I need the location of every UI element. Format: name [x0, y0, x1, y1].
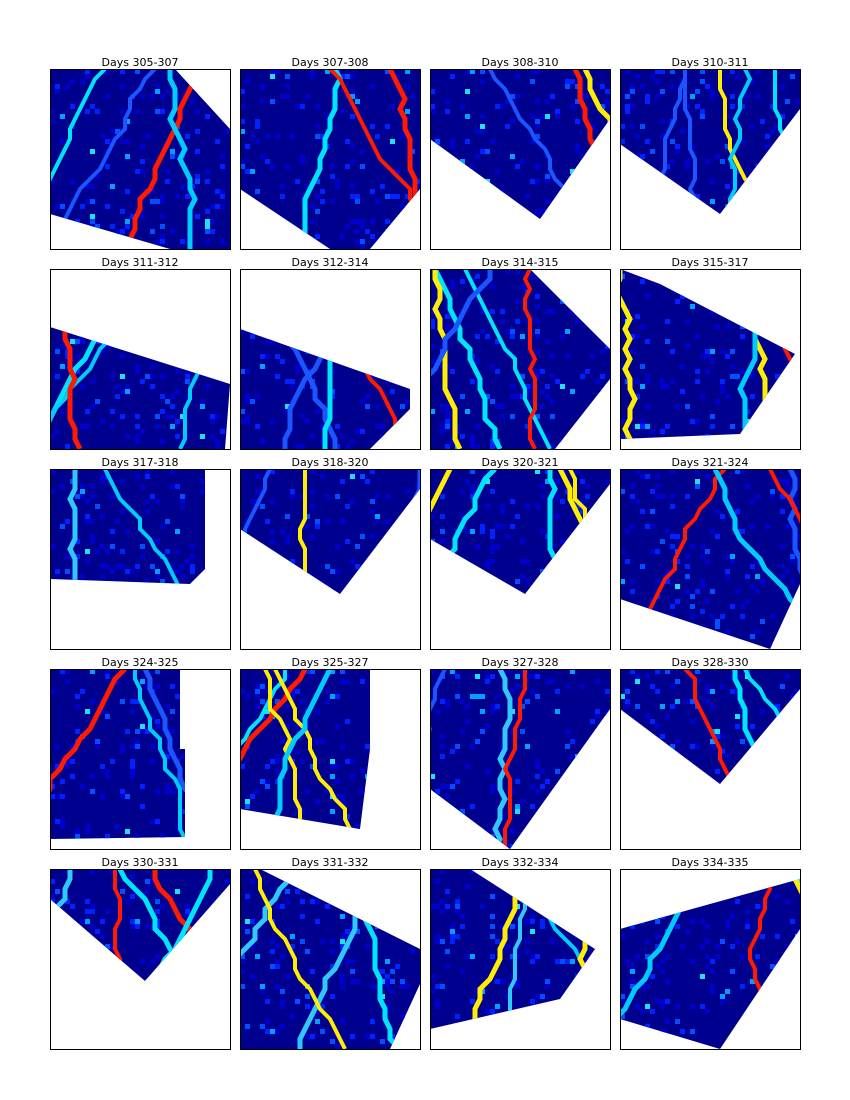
panel: Days 327-328	[430, 656, 611, 850]
panel-title: Days 318-320	[292, 456, 369, 469]
image-field	[620, 269, 795, 439]
panel-title: Days 327-328	[482, 656, 559, 669]
panel-frame	[240, 269, 421, 450]
panel: Days 324-325	[50, 656, 231, 850]
panel-title: Days 332-334	[482, 856, 559, 869]
image-field	[620, 879, 800, 1049]
panel: Days 318-320	[240, 456, 421, 650]
panel: Days 334-335	[620, 856, 801, 1050]
panel: Days 308-310	[430, 56, 611, 250]
panel-title: Days 328-330	[672, 656, 749, 669]
panel-frame	[50, 69, 231, 250]
panel-title: Days 325-327	[292, 656, 369, 669]
panel-frame	[430, 869, 611, 1050]
image-field	[430, 269, 610, 449]
panel-title: Days 311-312	[102, 256, 179, 269]
panel-title: Days 321-324	[672, 456, 749, 469]
panel-frame	[430, 69, 611, 250]
image-field	[50, 669, 185, 839]
panel: Days 317-318	[50, 456, 231, 650]
panel: Days 320-321	[430, 456, 611, 650]
panel-title: Days 310-311	[672, 56, 749, 69]
panel-frame	[50, 469, 231, 650]
panel: Days 307-308	[240, 56, 421, 250]
image-field	[620, 469, 800, 649]
image-field	[620, 69, 800, 214]
panel-title: Days 334-335	[672, 856, 749, 869]
panel-frame	[240, 669, 421, 850]
image-field	[50, 469, 205, 584]
panel: Days 315-317	[620, 256, 801, 450]
panel-title: Days 315-317	[672, 256, 749, 269]
panel-title: Days 314-315	[482, 256, 559, 269]
image-field	[240, 69, 420, 249]
panel-frame	[430, 669, 611, 850]
image-field	[240, 869, 420, 1049]
panel-frame	[50, 669, 231, 850]
panel-frame	[620, 869, 801, 1050]
image-field	[50, 869, 230, 981]
image-field	[620, 669, 800, 784]
panel: Days 310-311	[620, 56, 801, 250]
panel-frame	[50, 869, 231, 1050]
panel-title: Days 331-332	[292, 856, 369, 869]
image-field	[240, 469, 420, 594]
panel: Days 314-315	[430, 256, 611, 450]
panel-frame	[620, 269, 801, 450]
panel-frame	[240, 469, 421, 650]
panel-frame	[240, 869, 421, 1050]
image-field	[240, 669, 370, 829]
panel-title: Days 320-321	[482, 456, 559, 469]
image-field	[430, 669, 610, 849]
panel-frame	[430, 469, 611, 650]
panel-title: Days 324-325	[102, 656, 179, 669]
panel-title: Days 330-331	[102, 856, 179, 869]
image-field	[50, 69, 230, 249]
panel-title: Days 305-307	[102, 56, 179, 69]
panel-title: Days 312-314	[292, 256, 369, 269]
image-field	[430, 469, 610, 594]
panel-frame	[240, 69, 421, 250]
panel: Days 321-324	[620, 456, 801, 650]
panel: Days 328-330	[620, 656, 801, 850]
panel-title: Days 307-308	[292, 56, 369, 69]
panel-frame	[620, 69, 801, 250]
panel: Days 330-331	[50, 856, 231, 1050]
panel-title: Days 308-310	[482, 56, 559, 69]
panel: Days 325-327	[240, 656, 421, 850]
panel-title: Days 317-318	[102, 456, 179, 469]
panel-frame	[620, 469, 801, 650]
panel-frame	[50, 269, 231, 450]
panel-frame	[430, 269, 611, 450]
image-field	[430, 69, 610, 219]
panel: Days 305-307	[50, 56, 231, 250]
panel-frame	[620, 669, 801, 850]
